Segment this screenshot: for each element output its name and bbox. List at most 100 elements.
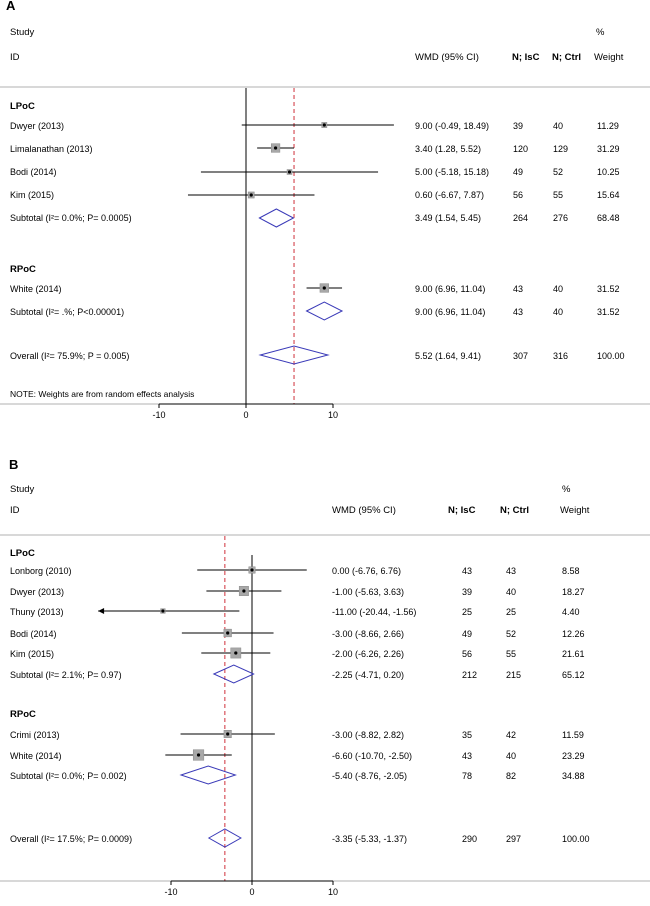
subtotal-label: Subtotal (I²= .%; P<0.00001) [10,307,124,317]
overall-label: Overall (I²= 75.9%; P = 0.005) [10,351,129,361]
point-estimate [242,589,246,593]
point-estimate [234,651,238,655]
weights-note: NOTE: Weights are from random effects an… [10,389,194,399]
header-study: Study [10,484,35,495]
study-label: Crimi (2013) [10,730,60,740]
subtotal-diamond [179,765,237,785]
n-ctrl-value: 55 [506,649,516,659]
n-isc-value: 43 [462,566,472,576]
n-ctrl-value: 40 [506,751,516,761]
weight-value: 4.40 [562,607,580,617]
n-ctrl-value: 297 [506,834,521,844]
ci-text: -1.00 (-5.63, 3.63) [332,587,404,597]
x-tick-label: -10 [164,887,177,897]
weight-value: 21.61 [562,649,585,659]
header-study: Study [10,27,35,38]
study-label: Kim (2015) [10,190,54,200]
point-estimate [226,732,230,736]
ci-text: -2.25 (-4.71, 0.20) [332,670,404,680]
panel-a: A Study ID WMD (95% CI) N; IsC N; Ctrl %… [0,0,650,420]
n-isc-value: 39 [462,587,472,597]
point-estimate [161,609,165,613]
n-isc-value: 43 [513,307,523,317]
weight-value: 11.29 [597,121,619,131]
n-ctrl-value: 42 [506,730,516,740]
n-isc-value: 49 [513,167,523,177]
n-isc-value: 78 [462,771,472,781]
header-wmd: WMD (95% CI) [332,505,396,516]
n-ctrl-value: 82 [506,771,516,781]
group-label: RPoC [10,264,36,275]
ci-text: 5.00 (-5.18, 15.18) [415,167,489,177]
weight-value: 65.12 [562,670,585,680]
weight-value: 100.00 [597,351,625,361]
x-tick-label: 0 [249,887,254,897]
subtotal-diamond [212,664,255,684]
study-label: Dwyer (2013) [10,587,64,597]
study-label: Limalanathan (2013) [10,144,93,154]
panel-label: B [9,457,18,472]
n-ctrl-value: 40 [553,121,563,131]
weight-value: 15.64 [597,190,620,200]
n-ctrl-value: 40 [553,307,563,317]
weight-value: 68.48 [597,213,620,223]
ci-text: -3.00 (-8.66, 2.66) [332,629,404,639]
subtotal-label: Subtotal (I²= 0.0%; P= 0.002) [10,771,127,781]
forest-plot-a: -10 0 10 [152,88,394,420]
ci-text: -3.00 (-8.82, 2.82) [332,730,404,740]
n-ctrl-value: 276 [553,213,568,223]
ci-text: -11.00 (-20.44, -1.56) [332,607,416,617]
ci-text: -6.60 (-10.70, -2.50) [332,751,412,761]
x-tick-label: 10 [328,410,338,420]
study-label: Kim (2015) [10,649,54,659]
point-estimate [226,631,230,635]
overall-diamond [207,828,242,848]
study-label: Bodi (2014) [10,167,57,177]
header-n-isc: N; IsC [448,505,476,516]
n-ctrl-value: 40 [506,587,516,597]
n-isc-value: 49 [462,629,472,639]
weight-value: 23.29 [562,751,585,761]
n-ctrl-value: 55 [553,190,563,200]
weight-value: 31.52 [597,284,620,294]
ci-text: 3.40 (1.28, 5.52) [415,144,481,154]
n-isc-value: 43 [462,751,472,761]
panel-label: A [6,0,16,13]
panel-b: B Study ID WMD (95% CI) N; IsC N; Ctrl %… [0,457,650,897]
n-isc-value: 307 [513,351,528,361]
group-label: LPoC [10,101,35,112]
header-weight: Weight [560,505,590,516]
weight-value: 12.26 [562,629,585,639]
group-label: RPoC [10,709,36,720]
n-ctrl-value: 52 [506,629,516,639]
overall-diamond [258,345,330,365]
point-estimate [196,753,201,757]
subtotal-label: Subtotal (I²= 2.1%; P= 0.97) [10,670,122,680]
x-tick-label: 0 [243,410,248,420]
n-isc-value: 25 [462,607,472,617]
study-label: White (2014) [10,284,62,294]
n-ctrl-value: 215 [506,670,521,680]
x-tick-label: 10 [328,887,338,897]
weight-value: 100.00 [562,834,590,844]
weight-value: 10.25 [597,167,620,177]
subtotal-label: Subtotal (I²= 0.0%; P= 0.0005) [10,213,132,223]
n-isc-value: 43 [513,284,523,294]
n-isc-value: 212 [462,670,477,680]
point-estimate [322,286,326,290]
n-ctrl-value: 40 [553,284,563,294]
ci-text: 0.00 (-6.76, 6.76) [332,566,401,576]
n-isc-value: 264 [513,213,528,223]
weight-value: 31.52 [597,307,620,317]
n-ctrl-value: 52 [553,167,563,177]
ci-text: 3.49 (1.54, 5.45) [415,213,481,223]
weight-value: 18.27 [562,587,585,597]
header-percent: % [596,27,605,38]
subtotal-diamond [258,208,295,228]
ci-text: -3.35 (-5.33, -1.37) [332,834,407,844]
point-estimate [250,568,254,572]
n-ctrl-value: 43 [506,566,516,576]
weight-value: 31.29 [597,144,620,154]
study-label: White (2014) [10,751,62,761]
point-estimate [287,170,292,174]
